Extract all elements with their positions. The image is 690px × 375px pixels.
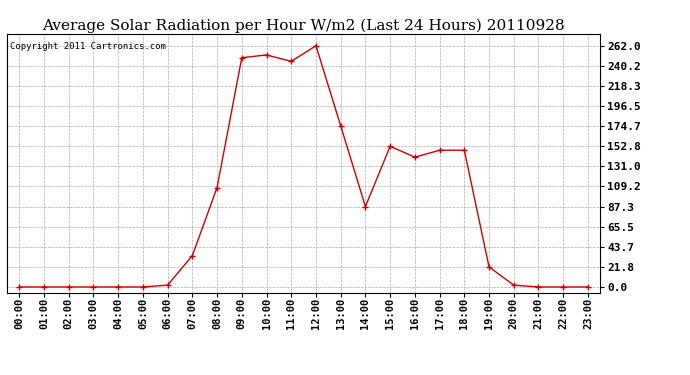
Text: Copyright 2011 Cartronics.com: Copyright 2011 Cartronics.com xyxy=(10,42,166,51)
Title: Average Solar Radiation per Hour W/m2 (Last 24 Hours) 20110928: Average Solar Radiation per Hour W/m2 (L… xyxy=(42,18,565,33)
